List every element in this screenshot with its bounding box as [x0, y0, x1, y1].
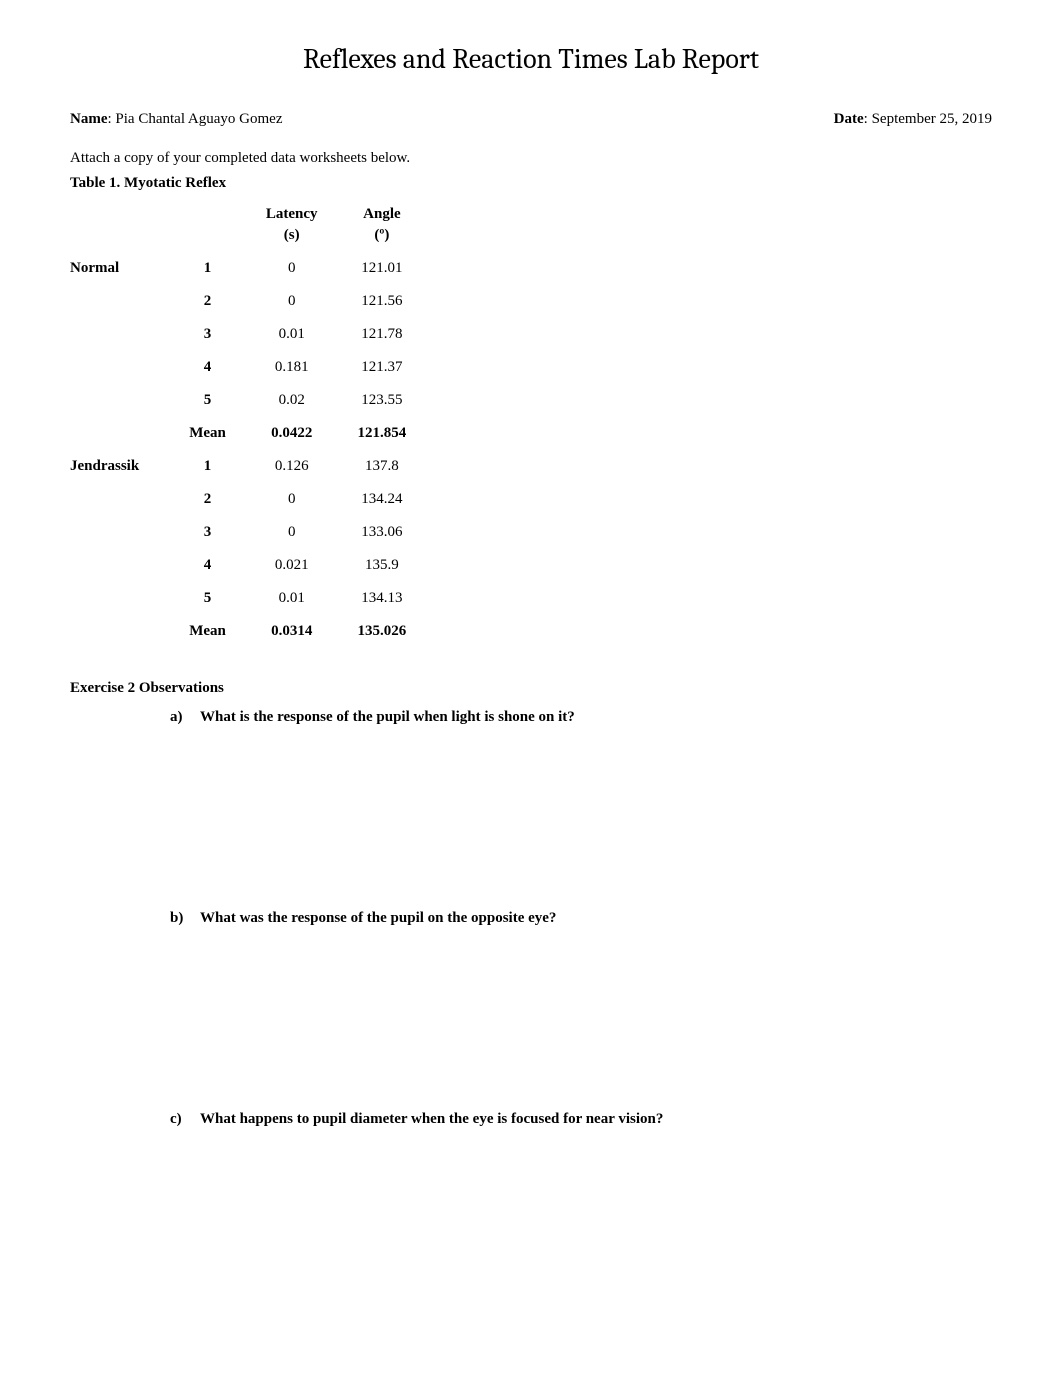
angle-value: 134.13	[338, 582, 427, 615]
trial-label: 1	[169, 450, 246, 483]
trial-label: 2	[169, 285, 246, 318]
angle-value: 121.01	[338, 252, 427, 285]
trial-label: 4	[169, 351, 246, 384]
trial-label: 4	[169, 549, 246, 582]
question-letter: c)	[170, 1109, 200, 1130]
table-row: Normal10121.01	[70, 252, 426, 285]
latency-value: 0	[246, 516, 338, 549]
trial-label: 5	[169, 582, 246, 615]
name-value: Pia Chantal Aguayo Gomez	[115, 111, 282, 127]
angle-value: 133.06	[338, 516, 427, 549]
name-label: Name	[70, 111, 108, 127]
latency-value: 0.126	[246, 450, 338, 483]
question: a)What is the response of the pupil when…	[170, 707, 992, 728]
mean-angle: 121.854	[338, 417, 427, 450]
mean-latency: 0.0314	[246, 615, 338, 648]
angle-value: 123.55	[338, 384, 427, 417]
question-text: What happens to pupil diameter when the …	[200, 1111, 663, 1127]
trial-label: 1	[169, 252, 246, 285]
angle-value: 121.37	[338, 351, 427, 384]
latency-value: 0	[246, 252, 338, 285]
latency-value: 0	[246, 285, 338, 318]
mean-angle: 135.026	[338, 615, 427, 648]
question-text: What was the response of the pupil on th…	[200, 910, 556, 926]
exercise2-header: Exercise 2 Observations	[70, 678, 992, 699]
angle-value: 137.8	[338, 450, 427, 483]
question: b)What was the response of the pupil on …	[170, 908, 992, 929]
angle-value: 135.9	[338, 549, 427, 582]
latency-value: 0.181	[246, 351, 338, 384]
latency-value: 0.01	[246, 318, 338, 351]
name-field: Name: Pia Chantal Aguayo Gomez	[70, 109, 282, 130]
col-latency-header: Latency (s)	[246, 198, 338, 252]
trial-label: 5	[169, 384, 246, 417]
date-value: September 25, 2019	[872, 111, 992, 127]
latency-value: 0.01	[246, 582, 338, 615]
latency-value: 0.02	[246, 384, 338, 417]
trial-label: 3	[169, 516, 246, 549]
latency-value: 0	[246, 483, 338, 516]
group-label: Normal	[70, 252, 169, 450]
intro-text: Attach a copy of your completed data wor…	[70, 148, 992, 169]
question-letter: a)	[170, 707, 200, 728]
myotatic-table: Latency (s) Angle (º) Normal10121.012012…	[70, 198, 426, 648]
trial-label: 3	[169, 318, 246, 351]
question-text: What is the response of the pupil when l…	[200, 709, 575, 725]
mean-label: Mean	[169, 417, 246, 450]
date-label: Date	[834, 111, 864, 127]
table-row: Jendrassik10.126137.8	[70, 450, 426, 483]
trial-label: 2	[169, 483, 246, 516]
col-angle-header: Angle (º)	[338, 198, 427, 252]
date-field: Date: September 25, 2019	[834, 109, 992, 130]
latency-value: 0.021	[246, 549, 338, 582]
question: c)What happens to pupil diameter when th…	[170, 1109, 992, 1130]
angle-value: 121.78	[338, 318, 427, 351]
mean-latency: 0.0422	[246, 417, 338, 450]
group-label: Jendrassik	[70, 450, 169, 648]
question-letter: b)	[170, 908, 200, 929]
header-row: Name: Pia Chantal Aguayo Gomez Date: Sep…	[70, 109, 992, 130]
angle-value: 121.56	[338, 285, 427, 318]
page-title: Reflexes and Reaction Times Lab Report	[70, 40, 992, 79]
angle-value: 134.24	[338, 483, 427, 516]
mean-label: Mean	[169, 615, 246, 648]
table-title: Table 1. Myotatic Reflex	[70, 173, 992, 194]
